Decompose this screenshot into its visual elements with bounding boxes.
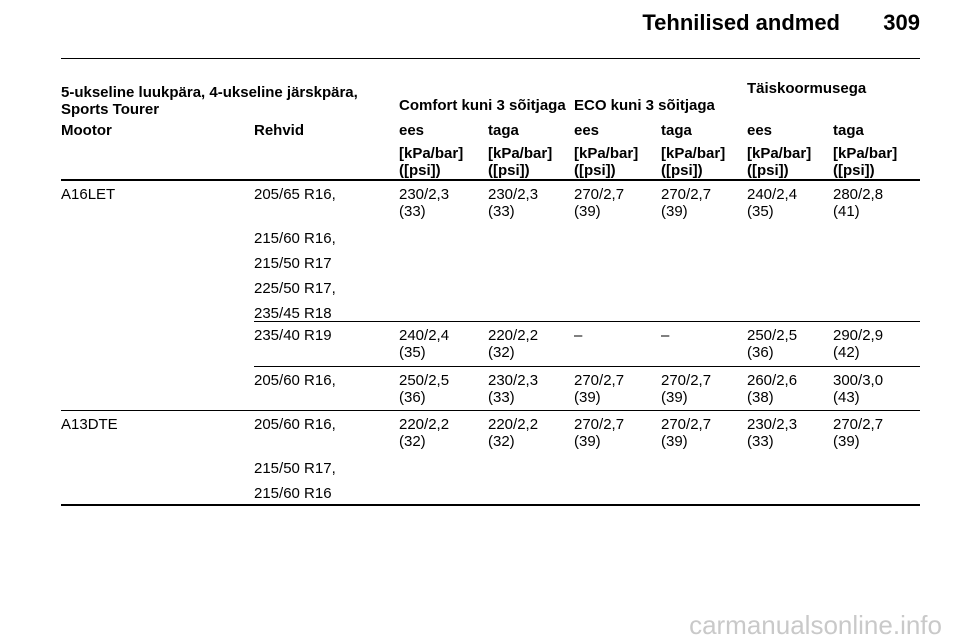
unit-header: [kPa/bar] ([psi]) [833, 145, 898, 179]
full-load-group-label: Täiskoormusega [747, 80, 867, 97]
pressure-cell: 220/2,2 (32) [488, 416, 539, 450]
tyre-cell: 235/45 R18 [254, 305, 332, 322]
pressure-cell: 270/2,7 (39) [661, 372, 712, 406]
pressure-cell: 270/2,7 (39) [574, 186, 625, 220]
tyre-cell: 215/50 R17, [254, 460, 336, 477]
row-divider [254, 366, 920, 367]
row-divider [254, 321, 920, 322]
pressure-cell: 240/2,4 (35) [399, 327, 450, 361]
pressure-cell: 270/2,7 (39) [574, 416, 625, 450]
pressure-cell: 220/2,2 (32) [399, 416, 450, 450]
col-header-comfort-front: ees [399, 122, 425, 139]
pressure-cell: 230/2,3 (33) [488, 186, 539, 220]
tyre-cell: 215/50 R17 [254, 255, 332, 272]
pressure-cell: 250/2,5 (36) [747, 327, 798, 361]
col-header-full-rear: taga [833, 122, 864, 139]
pressure-cell: 240/2,4 (35) [747, 186, 798, 220]
pressure-cell: – [661, 327, 670, 344]
pressure-cell: 280/2,8 (41) [833, 186, 884, 220]
pressure-cell: 290/2,9 (42) [833, 327, 884, 361]
pressure-cell: 250/2,5 (36) [399, 372, 450, 406]
tyre-cell: 205/60 R16, [254, 416, 336, 433]
unit-header: [kPa/bar] ([psi]) [747, 145, 812, 179]
engine-cell: A16LET [61, 186, 116, 203]
eco-group-label: ECO kuni 3 sõitjaga [574, 97, 715, 114]
watermark: carmanualsonline.info [689, 610, 942, 640]
unit-header: [kPa/bar] ([psi]) [574, 145, 639, 179]
tyre-cell: 225/50 R17, [254, 280, 336, 297]
table-bottom-rule [61, 504, 920, 506]
col-header-full-front: ees [747, 122, 773, 139]
col-header-eco-front: ees [574, 122, 600, 139]
pressure-cell: 230/2,3 (33) [488, 372, 539, 406]
pressure-cell: 270/2,7 (39) [833, 416, 884, 450]
tyre-cell: 205/65 R16, [254, 186, 336, 203]
tyre-cell: 235/40 R19 [254, 327, 332, 344]
page-number: 309 [883, 10, 920, 35]
row-divider [61, 410, 920, 411]
engine-cell: A13DTE [61, 416, 118, 433]
tyre-cell: 215/60 R16, [254, 230, 336, 247]
tyre-cell: 215/60 R16 [254, 485, 332, 502]
unit-header: [kPa/bar] ([psi]) [488, 145, 553, 179]
pressure-cell: 220/2,2 (32) [488, 327, 539, 361]
col-header-tyre: Rehvid [254, 122, 305, 139]
comfort-group-label: Comfort kuni 3 sõitjaga [399, 97, 566, 114]
unit-header: [kPa/bar] ([psi]) [661, 145, 726, 179]
vehicle-type-label: 5-ukseline luukpära, 4-ukseline järskpär… [61, 84, 358, 118]
pressure-cell: 230/2,3 (33) [399, 186, 450, 220]
header-rule [61, 58, 920, 59]
tyre-cell: 205/60 R16, [254, 372, 336, 389]
pressure-cell: – [574, 327, 583, 344]
pressure-cell: 230/2,3 (33) [747, 416, 798, 450]
table-header-rule [61, 179, 920, 181]
col-header-comfort-rear: taga [488, 122, 519, 139]
col-header-engine: Mootor [61, 122, 112, 139]
pressure-cell: 270/2,7 (39) [574, 372, 625, 406]
pressure-cell: 270/2,7 (39) [661, 416, 712, 450]
unit-header: [kPa/bar] ([psi]) [399, 145, 464, 179]
pressure-cell: 260/2,6 (38) [747, 372, 798, 406]
page-title: Tehnilised andmed [642, 10, 840, 35]
pressure-cell: 270/2,7 (39) [661, 186, 712, 220]
pressure-cell: 300/3,0 (43) [833, 372, 884, 406]
col-header-eco-rear: taga [661, 122, 692, 139]
